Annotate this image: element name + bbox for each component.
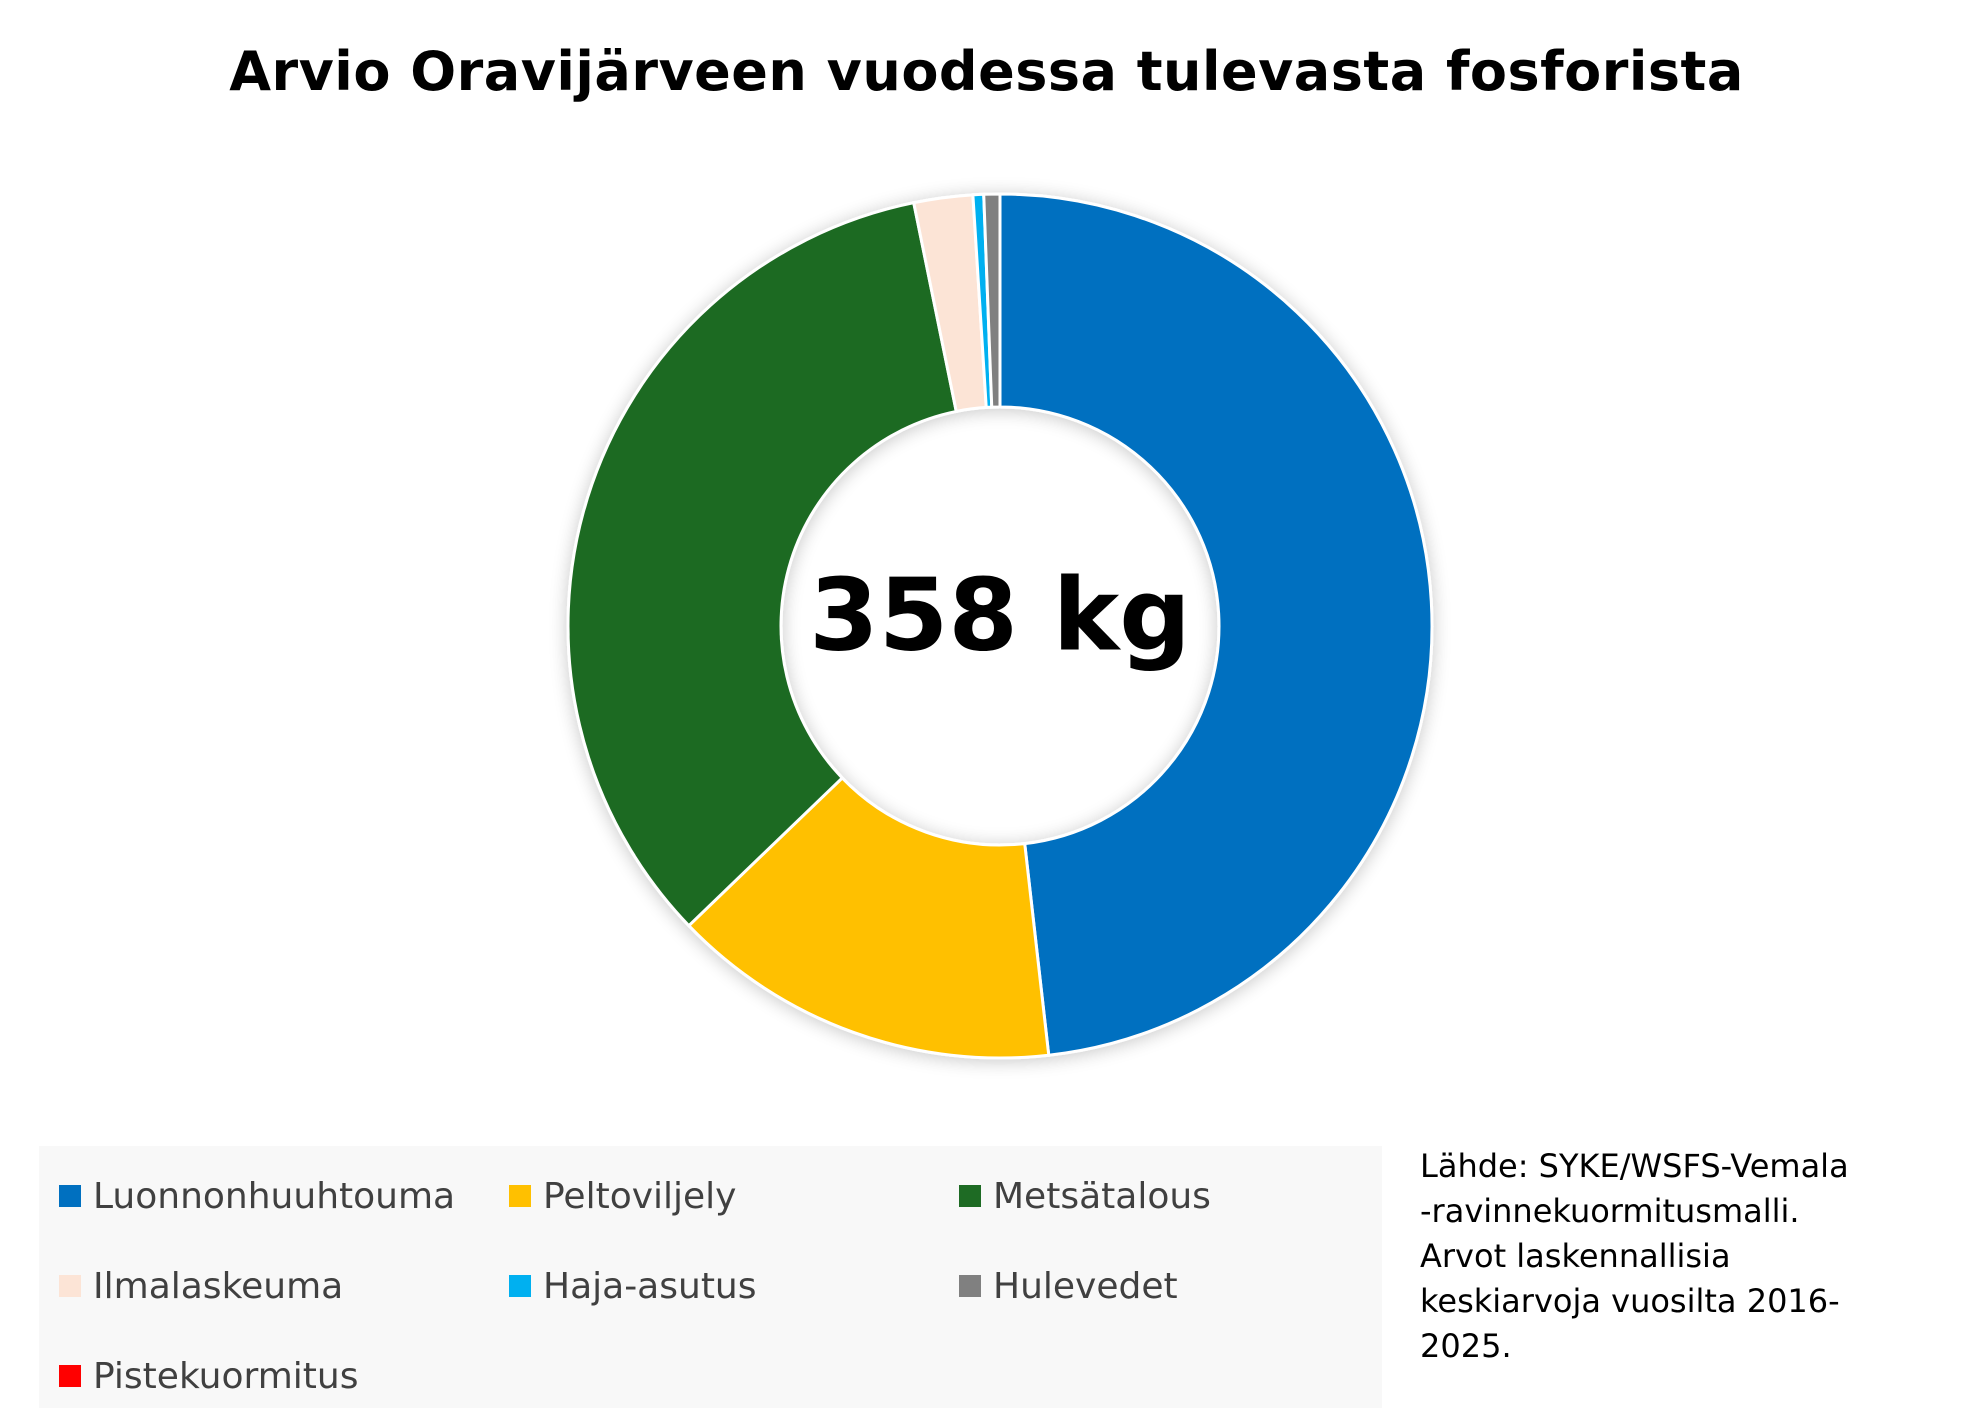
legend-swatch — [509, 1185, 531, 1207]
legend-swatch — [509, 1275, 531, 1297]
chart-title: Arvio Oravijärveen vuodessa tulevasta fo… — [229, 40, 1744, 103]
legend-item-luonnonhuuhtouma: Luonnonhuuhtouma — [59, 1173, 455, 1219]
legend-item-hulevedet: Hulevedet — [959, 1263, 1178, 1309]
legend-label: Peltoviljely — [543, 1175, 737, 1217]
donut-chart: 358 kg — [566, 192, 1434, 1060]
source-note-line: 2025. — [1420, 1327, 1512, 1365]
legend-item-pistekuormitus: Pistekuormitus — [59, 1353, 358, 1399]
legend-swatch — [959, 1275, 981, 1297]
legend-item-haja-asutus: Haja-asutus — [509, 1263, 757, 1309]
source-note-line: Lähde: SYKE/WSFS-Vemala — [1420, 1147, 1849, 1185]
legend-swatch — [59, 1275, 81, 1297]
legend: Luonnonhuuhtouma Peltoviljely Metsätalou… — [39, 1146, 1382, 1408]
source-note-line: Arvot laskennallisia — [1420, 1237, 1731, 1275]
legend-label: Ilmalaskeuma — [93, 1265, 344, 1307]
legend-item-metsatalous: Metsätalous — [959, 1173, 1211, 1219]
donut-slices — [566, 192, 1434, 1060]
legend-item-peltoviljely: Peltoviljely — [509, 1173, 736, 1219]
donut-slice-luonnonhuuhtouma — [998, 192, 1434, 1057]
legend-swatch — [959, 1185, 981, 1207]
legend-label: Pistekuormitus — [93, 1355, 359, 1397]
legend-label: Metsätalous — [993, 1175, 1211, 1217]
legend-item-ilmalaskeuma: Ilmalaskeuma — [59, 1263, 343, 1309]
legend-swatch — [59, 1365, 81, 1387]
legend-label: Hulevedet — [993, 1265, 1178, 1307]
source-note-line: keskiarvoja vuosilta 2016- — [1420, 1282, 1840, 1320]
legend-swatch — [59, 1185, 81, 1207]
legend-label: Haja-asutus — [543, 1265, 757, 1307]
center-total-label: 358 kg — [809, 556, 1191, 673]
source-note: Lähde: SYKE/WSFS-Vemala -ravinnekuormitu… — [1420, 1144, 1940, 1369]
source-note-line: -ravinnekuormitusmalli. — [1420, 1192, 1800, 1230]
legend-label: Luonnonhuuhtouma — [93, 1175, 456, 1217]
donut-slice-metsätalous — [566, 200, 959, 928]
donut-slice-peltoviljely — [686, 775, 1051, 1060]
donut-slice-hulevedet — [982, 192, 1002, 409]
